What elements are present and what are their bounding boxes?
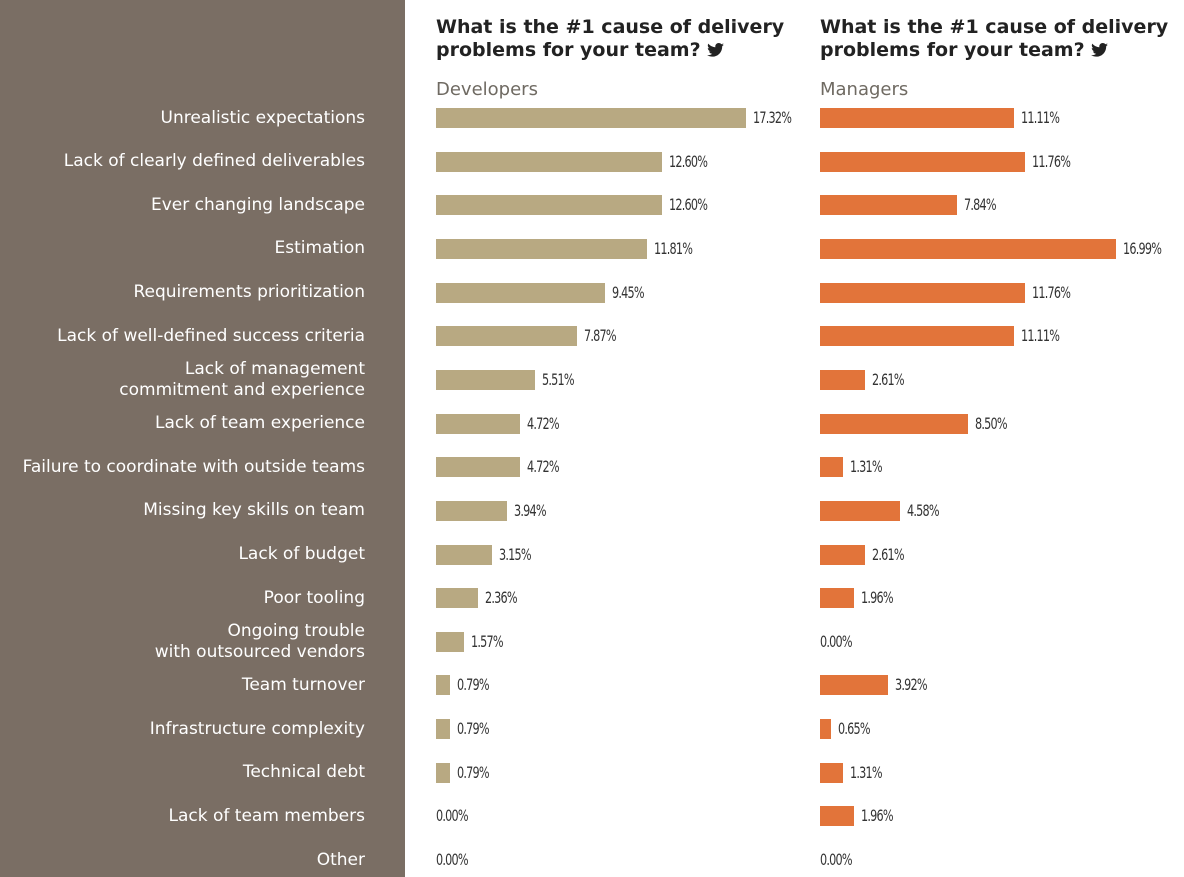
bar bbox=[820, 675, 889, 696]
managers-panel: What is the #1 cause of delivery problem… bbox=[820, 0, 1180, 877]
data-label: 8.50% bbox=[975, 413, 1008, 433]
bar bbox=[436, 413, 521, 434]
bar bbox=[436, 151, 662, 172]
category-label: Other bbox=[316, 849, 365, 870]
category-label: Requirements prioritization bbox=[133, 282, 365, 303]
data-label: 16.99% bbox=[1123, 238, 1162, 258]
data-label: 9.45% bbox=[612, 282, 645, 302]
data-label: 1.31% bbox=[849, 457, 883, 477]
bar bbox=[820, 457, 843, 478]
bar bbox=[820, 413, 969, 434]
data-label: 12.60% bbox=[668, 151, 708, 171]
category-label: Team turnover bbox=[241, 674, 365, 695]
data-label: 3.94% bbox=[513, 500, 547, 520]
bar bbox=[436, 369, 535, 390]
bar bbox=[436, 108, 746, 128]
category-label: Poor tooling bbox=[263, 587, 365, 608]
data-label: 0.65% bbox=[838, 719, 871, 739]
data-label: 7.84% bbox=[963, 195, 997, 215]
developers-title-text: What is the #1 cause of delivery problem… bbox=[436, 16, 785, 61]
bar bbox=[820, 369, 866, 390]
category-label: Lack of clearly defined deliverables bbox=[63, 151, 365, 172]
data-label: 0.00% bbox=[820, 850, 853, 870]
data-label: 1.57% bbox=[471, 631, 504, 651]
category-label: Lack of management commitment and experie… bbox=[119, 358, 365, 400]
category-label: Unrealistic expectations bbox=[160, 107, 365, 128]
category-label: Infrastructure complexity bbox=[149, 718, 365, 739]
bar bbox=[820, 806, 855, 827]
data-label: 11.11% bbox=[1020, 108, 1060, 127]
data-label: 7.87% bbox=[583, 326, 617, 346]
bar bbox=[436, 588, 479, 609]
category-label: Failure to coordinate with outside teams bbox=[22, 456, 365, 477]
data-label: 3.92% bbox=[895, 675, 928, 695]
bar bbox=[436, 762, 451, 783]
data-label: 0.00% bbox=[436, 850, 469, 870]
bar bbox=[436, 457, 521, 478]
bar bbox=[820, 151, 1025, 172]
managers-chart-title: What is the #1 cause of delivery problem… bbox=[820, 16, 1170, 62]
bar bbox=[436, 631, 465, 652]
bar bbox=[436, 719, 451, 740]
bar bbox=[436, 238, 648, 259]
bar bbox=[820, 588, 855, 609]
data-label: 0.79% bbox=[457, 762, 490, 782]
data-label: 2.36% bbox=[485, 588, 518, 608]
category-label: Lack of well-defined success criteria bbox=[57, 325, 365, 346]
data-label: 2.61% bbox=[872, 544, 905, 564]
data-label: 11.76% bbox=[1031, 151, 1071, 171]
bar bbox=[820, 238, 1116, 259]
data-label: 0.79% bbox=[457, 675, 490, 695]
category-label: Lack of team members bbox=[168, 805, 365, 826]
bar bbox=[436, 500, 507, 521]
twitter-bird-icon[interactable] bbox=[1090, 43, 1108, 57]
data-label: 12.60% bbox=[668, 195, 708, 215]
data-label: 2.61% bbox=[872, 369, 905, 389]
category-sidebar: Unrealistic expectations Lack of clearly … bbox=[0, 0, 405, 877]
category-label: Missing key skills on team bbox=[143, 500, 365, 521]
bar bbox=[820, 326, 1014, 347]
category-label: Ongoing trouble with outsourced vendors bbox=[154, 620, 365, 662]
data-label: 0.00% bbox=[820, 631, 853, 651]
data-label: 11.76% bbox=[1031, 282, 1071, 302]
bar bbox=[820, 544, 866, 565]
bar bbox=[436, 195, 662, 216]
bar bbox=[820, 195, 957, 216]
data-label: 17.32% bbox=[753, 108, 792, 127]
bar bbox=[436, 282, 606, 303]
data-label: 3.15% bbox=[499, 544, 532, 564]
managers-title-text: What is the #1 cause of delivery problem… bbox=[820, 16, 1169, 61]
bar bbox=[820, 282, 1025, 303]
data-label: 4.72% bbox=[527, 413, 560, 433]
bar bbox=[436, 326, 577, 347]
data-label: 0.00% bbox=[436, 806, 469, 826]
data-label: 4.58% bbox=[906, 500, 940, 520]
category-label: Estimation bbox=[274, 238, 365, 259]
bar bbox=[820, 108, 1014, 128]
data-label: 5.51% bbox=[541, 369, 575, 389]
twitter-bird-icon[interactable] bbox=[706, 43, 724, 57]
data-label: 1.31% bbox=[849, 762, 883, 782]
bar bbox=[820, 719, 832, 740]
developers-chart-title: What is the #1 cause of delivery problem… bbox=[436, 16, 786, 62]
data-label: 0.79% bbox=[457, 719, 490, 739]
bar bbox=[820, 762, 843, 783]
data-label: 11.11% bbox=[1020, 326, 1060, 346]
bar bbox=[820, 500, 900, 521]
bar bbox=[436, 544, 493, 565]
bar bbox=[436, 675, 451, 696]
developers-subtitle: Developers bbox=[436, 79, 538, 100]
category-label: Ever changing landscape bbox=[150, 194, 365, 215]
data-label: 1.96% bbox=[861, 806, 894, 826]
data-label: 4.72% bbox=[527, 457, 560, 477]
data-label: 1.96% bbox=[861, 588, 894, 608]
category-label: Lack of team experience bbox=[154, 413, 365, 434]
category-label: Technical debt bbox=[242, 762, 365, 783]
data-label: 11.81% bbox=[654, 238, 693, 258]
category-label: Lack of budget bbox=[238, 544, 365, 564]
developers-panel: What is the #1 cause of delivery problem… bbox=[436, 0, 796, 877]
managers-subtitle: Managers bbox=[820, 79, 909, 100]
